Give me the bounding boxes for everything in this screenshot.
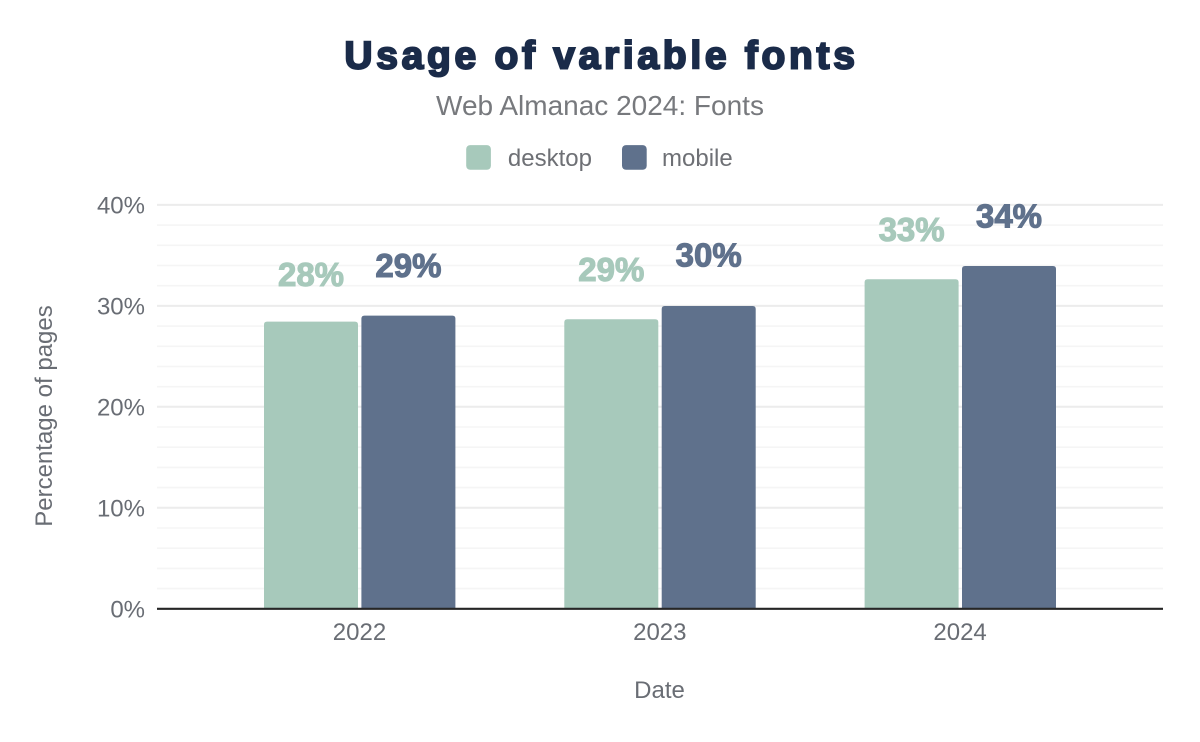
svg-text:0%: 0% bbox=[110, 596, 145, 623]
svg-text:28%: 28% bbox=[278, 256, 344, 293]
svg-text:Date: Date bbox=[634, 677, 685, 704]
svg-text:20%: 20% bbox=[97, 394, 145, 421]
svg-text:Usage of variable fonts: Usage of variable fonts bbox=[344, 35, 858, 78]
svg-text:desktop: desktop bbox=[508, 145, 592, 172]
svg-text:2024: 2024 bbox=[933, 619, 986, 646]
svg-text:Web Almanac 2024: Fonts: Web Almanac 2024: Fonts bbox=[436, 90, 764, 121]
svg-text:29%: 29% bbox=[578, 251, 644, 288]
svg-text:30%: 30% bbox=[676, 237, 742, 274]
svg-text:34%: 34% bbox=[976, 198, 1042, 235]
svg-text:mobile: mobile bbox=[662, 145, 733, 172]
svg-text:2023: 2023 bbox=[633, 619, 686, 646]
svg-text:40%: 40% bbox=[97, 192, 145, 219]
svg-text:2022: 2022 bbox=[333, 619, 386, 646]
svg-text:Percentage of pages: Percentage of pages bbox=[31, 305, 58, 527]
svg-text:29%: 29% bbox=[375, 247, 441, 284]
svg-text:30%: 30% bbox=[97, 293, 145, 320]
svg-text:33%: 33% bbox=[879, 211, 945, 248]
svg-text:10%: 10% bbox=[97, 495, 145, 522]
